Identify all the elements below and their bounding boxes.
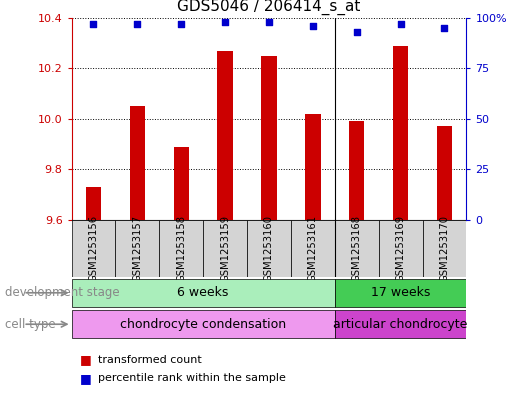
Text: GSM1253157: GSM1253157 <box>132 215 143 282</box>
Text: chondrocyte condensation: chondrocyte condensation <box>120 318 286 331</box>
Bar <box>422 220 466 277</box>
Bar <box>335 279 466 307</box>
Bar <box>130 106 145 220</box>
Bar <box>261 56 277 220</box>
Bar <box>305 114 321 220</box>
Text: transformed count: transformed count <box>98 354 202 365</box>
Text: GSM1253156: GSM1253156 <box>89 215 99 282</box>
Text: GSM1253160: GSM1253160 <box>264 215 274 282</box>
Bar <box>291 220 335 277</box>
Point <box>177 20 186 27</box>
Bar <box>378 220 422 277</box>
Bar <box>203 220 247 277</box>
Text: GSM1253168: GSM1253168 <box>352 215 361 282</box>
Point <box>133 20 142 27</box>
Bar <box>217 51 233 220</box>
Text: ■: ■ <box>80 353 91 366</box>
Point <box>352 29 361 35</box>
Bar <box>393 46 408 220</box>
Text: GSM1253159: GSM1253159 <box>220 215 230 282</box>
Text: cell type: cell type <box>5 318 56 331</box>
Point <box>89 20 98 27</box>
Point <box>440 25 449 31</box>
Bar <box>72 279 335 307</box>
Point <box>264 18 273 25</box>
Text: GSM1253158: GSM1253158 <box>176 215 186 282</box>
Bar <box>247 220 291 277</box>
Bar <box>72 220 116 277</box>
Bar <box>335 220 378 277</box>
Bar <box>116 220 160 277</box>
Text: 17 weeks: 17 weeks <box>371 286 430 299</box>
Bar <box>335 310 466 338</box>
Bar <box>72 310 335 338</box>
Bar <box>160 220 203 277</box>
Text: GSM1253170: GSM1253170 <box>439 215 449 282</box>
Text: GSM1253169: GSM1253169 <box>395 215 405 282</box>
Text: ■: ■ <box>80 371 91 385</box>
Point <box>308 23 317 29</box>
Point <box>221 18 229 25</box>
Point <box>396 20 405 27</box>
Text: 6 weeks: 6 weeks <box>178 286 229 299</box>
Text: percentile rank within the sample: percentile rank within the sample <box>98 373 286 383</box>
Bar <box>86 187 101 220</box>
Text: articular chondrocyte: articular chondrocyte <box>333 318 468 331</box>
Title: GDS5046 / 206414_s_at: GDS5046 / 206414_s_at <box>178 0 360 15</box>
Text: development stage: development stage <box>5 286 120 299</box>
Bar <box>173 147 189 220</box>
Text: GSM1253161: GSM1253161 <box>308 215 318 282</box>
Bar <box>437 127 452 220</box>
Bar <box>349 121 365 220</box>
